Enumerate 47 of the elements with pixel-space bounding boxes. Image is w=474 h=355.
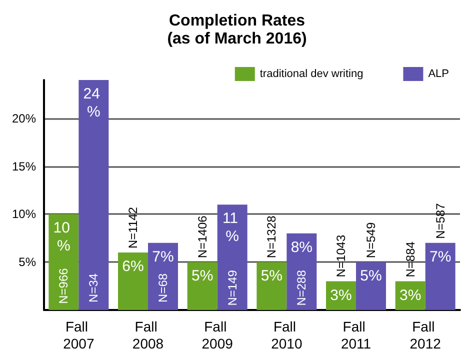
annotation: N=34 bbox=[86, 273, 101, 302]
annotation: N=549 bbox=[364, 222, 378, 258]
bar bbox=[78, 80, 109, 310]
data-label: 8% bbox=[290, 238, 313, 256]
data-label: 5% bbox=[360, 268, 382, 285]
data-label: 5% bbox=[260, 268, 283, 285]
chart-title: Completion Rates bbox=[168, 12, 306, 30]
data-label: 10 % bbox=[53, 220, 74, 255]
bar bbox=[356, 262, 386, 310]
x-tick-label: Fall 2011 bbox=[340, 318, 372, 352]
data-label: 5% bbox=[191, 268, 214, 285]
bar bbox=[425, 242, 456, 310]
y-tick-label: 15% bbox=[12, 159, 36, 174]
data-label: 3% bbox=[330, 286, 352, 304]
bar bbox=[148, 242, 178, 310]
y-tick-label: 20% bbox=[12, 111, 36, 126]
data-label: 24 % bbox=[83, 86, 104, 120]
data-label: 7% bbox=[429, 248, 452, 266]
annotation: N=884 bbox=[403, 241, 418, 278]
annotation: N=149 bbox=[225, 270, 240, 306]
data-label: 6% bbox=[122, 258, 144, 275]
bar bbox=[118, 252, 148, 310]
y-tick-label: 5% bbox=[18, 255, 36, 270]
annotation: N=1328 bbox=[264, 215, 279, 258]
annotation: N=966 bbox=[56, 268, 71, 304]
x-tick-label: Fall 2007 bbox=[63, 318, 94, 352]
x-tick-label: Fall 2012 bbox=[410, 318, 442, 352]
data-label: 3% bbox=[399, 286, 422, 304]
x-tick-label: Fall 2010 bbox=[271, 318, 302, 352]
annotation: N=587 bbox=[433, 202, 448, 239]
bar bbox=[256, 262, 287, 310]
annotation: N=68 bbox=[156, 273, 170, 302]
bar bbox=[187, 262, 218, 310]
legend-label: traditional dev writing bbox=[260, 68, 364, 80]
x-tick-label: Fall 2008 bbox=[132, 318, 164, 352]
y-tick-label: 10% bbox=[12, 207, 36, 222]
x-tick-label: Fall 2009 bbox=[202, 318, 234, 352]
bar bbox=[48, 214, 79, 310]
annotation: N=1043 bbox=[334, 234, 348, 278]
annotation: N=1142 bbox=[126, 206, 140, 248]
annotation: N=288 bbox=[294, 270, 309, 306]
annotation: N=1406 bbox=[195, 215, 210, 258]
legend-label: ALP bbox=[428, 68, 450, 80]
chart-subtitle: (as of March 2016) bbox=[167, 30, 307, 48]
bar bbox=[217, 204, 248, 310]
data-label: 7% bbox=[152, 248, 174, 266]
data-label: 11 % bbox=[222, 210, 242, 246]
